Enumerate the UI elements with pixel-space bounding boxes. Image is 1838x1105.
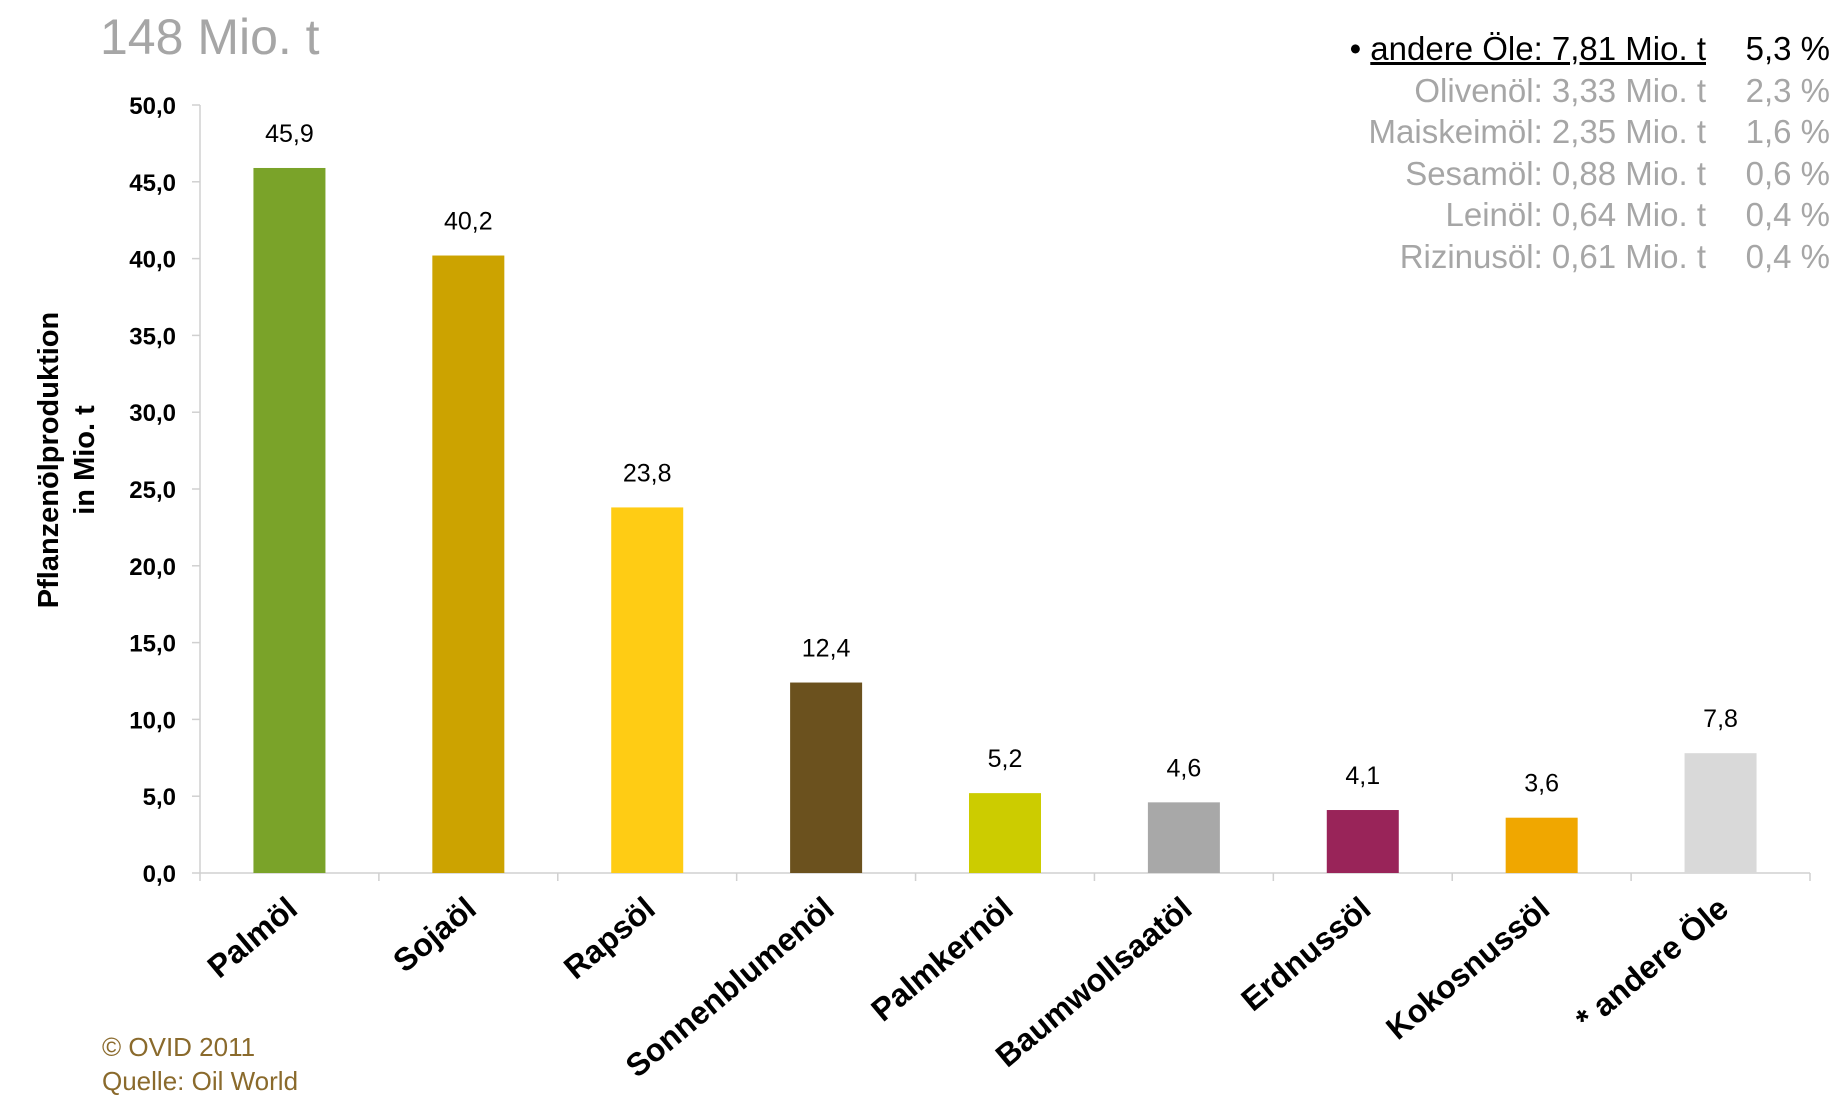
y-tick-label: 5,0: [143, 784, 176, 811]
y-axis-title-line: Pflanzenölproduktion: [33, 312, 65, 608]
y-tick-label: 25,0: [129, 477, 176, 504]
y-axis-title-line: in Mio. t: [69, 405, 101, 515]
breakdown-percent: 0,4 %: [1745, 237, 1830, 275]
breakdown-line: Sesamöl: 0,88 Mio. t 0,6 %: [1350, 153, 1830, 195]
bullet: •: [1349, 30, 1371, 67]
bar: [1147, 802, 1220, 873]
breakdown-name: Olivenöl: 3,33 Mio. t: [1414, 71, 1706, 109]
x-tick-label: Palmkernöl: [864, 890, 1019, 1028]
breakdown-body: Olivenöl: 3,33 Mio. t 2,3 %: [1414, 72, 1830, 109]
bar: [1326, 810, 1399, 873]
x-tick-label: Rapsöl: [557, 890, 662, 986]
bar: [1684, 753, 1757, 873]
total-production: 148 Mio. t: [100, 9, 320, 65]
source-note: Quelle: Oil World: [102, 1066, 299, 1096]
y-axis-label: Pflanzenölproduktion in Mio. t: [33, 312, 101, 608]
breakdown-body: Leinöl: 0,64 Mio. t 0,4 %: [1446, 196, 1831, 233]
breakdown-line: • andere Öle: 7,81 Mio. t 5,3 %: [1350, 28, 1830, 70]
breakdown-percent: 1,6 %: [1745, 113, 1830, 150]
x-tick-label: * andere Öle: [1569, 890, 1735, 1038]
breakdown-name: Leinöl: 0,64 Mio. t: [1445, 196, 1707, 233]
bars: [253, 167, 1757, 873]
data-label: 4,6: [1167, 754, 1202, 782]
y-tick-label: 15,0: [129, 631, 176, 658]
breakdown-line: Olivenöl: 3,33 Mio. t 2,3 %: [1350, 70, 1830, 112]
y-tick-label: 20,0: [129, 554, 176, 581]
breakdown-percent: 0,6 %: [1745, 154, 1830, 192]
breakdown-name: Sesamöl: 0,88 Mio. t: [1405, 154, 1706, 192]
other-oils-breakdown: • andere Öle: 7,81 Mio. t 5,3 % Olivenöl: …: [1350, 28, 1830, 277]
breakdown-name: andere Öle: 7,81 Mio. t: [1370, 30, 1706, 67]
bar: [1505, 817, 1578, 873]
data-label: 40,2: [444, 208, 493, 236]
data-label: 23,8: [623, 459, 672, 487]
copyright: © OVID 2011: [102, 1032, 256, 1062]
x-tick-label: Erdnussöl: [1234, 890, 1377, 1018]
x-tick-label: Palmöl: [200, 890, 304, 985]
breakdown-body: andere Öle: 7,81 Mio. t 5,3 %: [1370, 30, 1830, 67]
y-tick-label: 30,0: [129, 400, 176, 427]
y-tick-label: 10,0: [129, 707, 176, 734]
data-label: 7,8: [1703, 705, 1738, 733]
breakdown-body: Maiskeimöl: 2,35 Mio. t 1,6 %: [1369, 113, 1830, 150]
data-label: 3,6: [1524, 770, 1559, 798]
breakdown-name: Maiskeimöl: 2,35 Mio. t: [1368, 113, 1706, 150]
breakdown-line: Rizinusöl: 0,61 Mio. t 0,4 %: [1350, 236, 1830, 278]
bar: [969, 793, 1041, 873]
data-label: 12,4: [802, 635, 851, 663]
y-tick-label: 40,0: [129, 247, 176, 274]
x-tick-label: Sojaöl: [386, 890, 483, 979]
y-tick-label: 0,0: [143, 861, 176, 888]
bar: [253, 167, 326, 873]
breakdown-line: Leinöl: 0,64 Mio. t 0,4 %: [1350, 194, 1831, 236]
data-label: 4,1: [1345, 762, 1380, 790]
credit-block: © OVID 2011 Quelle: Oil World: [102, 1030, 298, 1098]
y-tick-label: 45,0: [129, 170, 176, 197]
x-tick-label: Baumwollsaatöl: [989, 890, 1199, 1074]
breakdown-body: Rizinusöl: 0,61 Mio. t 0,4 %: [1400, 238, 1830, 275]
y-tick-label: 50,0: [129, 93, 176, 120]
breakdown-line: Maiskeimöl: 2,35 Mio. t 1,6 %: [1350, 111, 1830, 153]
breakdown-name: Rizinusöl: 0,61 Mio. t: [1399, 237, 1706, 275]
breakdown-percent: 2,3 %: [1745, 71, 1830, 109]
breakdown-percent: 0,4 %: [1745, 196, 1830, 233]
breakdown-body: Sesamöl: 0,88 Mio. t 0,6 %: [1405, 155, 1830, 192]
data-label: 45,9: [265, 120, 314, 148]
bar: [432, 255, 505, 873]
bar: [790, 682, 863, 873]
data-label: 5,2: [988, 745, 1023, 773]
data-labels: 45,9 40,2 23,8 12,4 5,2 4,6 4,1 3,6 7,8: [265, 120, 1738, 798]
bar: [611, 507, 684, 873]
x-tick-label: Kokosnussöl: [1379, 890, 1556, 1047]
breakdown-percent: 5,3 %: [1745, 30, 1830, 67]
y-tick-label: 35,0: [129, 323, 176, 350]
